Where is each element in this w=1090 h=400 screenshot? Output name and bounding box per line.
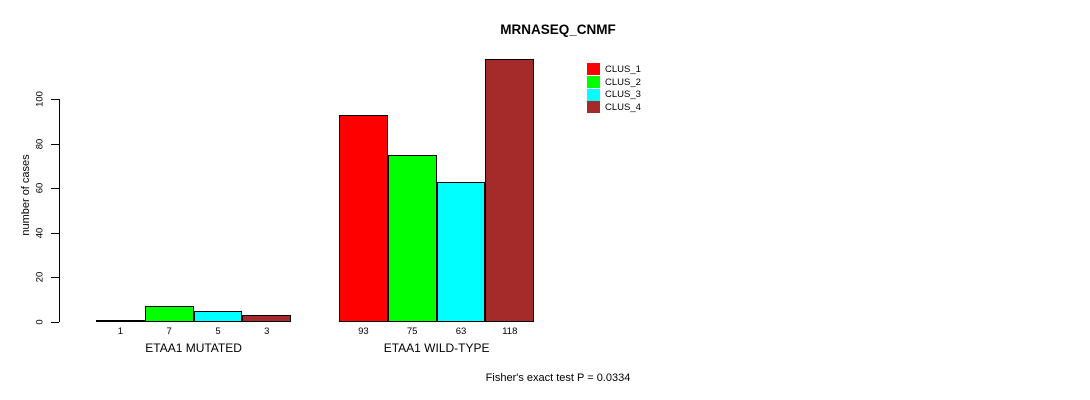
- bar-value-label: 118: [502, 326, 518, 337]
- legend: CLUS_1 CLUS_2 CLUS_3 CLUS_4: [587, 63, 641, 114]
- y-axis-title: number of cases: [20, 154, 32, 236]
- bar-value-label: 63: [455, 326, 467, 337]
- bar-value-label: 7: [166, 326, 172, 337]
- y-tick-label: 0: [34, 319, 46, 325]
- legend-label: CLUS_3: [605, 89, 641, 101]
- bar-clus_4-wild-type: [485, 59, 535, 322]
- y-tick-label: 20: [34, 272, 46, 283]
- bar-value-label: 1: [117, 326, 124, 337]
- category-label: ETAA1 WILD-TYPE: [383, 341, 490, 355]
- bar-value-label: 5: [215, 326, 221, 337]
- bar-value-label: 3: [264, 326, 270, 337]
- y-tick-mark: [51, 143, 59, 145]
- category-label: ETAA1 MUTATED: [145, 341, 242, 355]
- y-tick-label: 60: [34, 183, 46, 194]
- y-tick-label: 80: [34, 138, 46, 150]
- bar-value-label: 75: [406, 326, 418, 337]
- legend-label: CLUS_1: [605, 63, 641, 75]
- bar-clus_4-mutated: [242, 315, 292, 322]
- bar-clus_2-wild-type: [387, 155, 437, 322]
- legend-swatch: [587, 101, 600, 114]
- y-tick-mark: [51, 322, 59, 323]
- y-tick-mark: [51, 188, 59, 190]
- y-tick-label: 100: [34, 91, 46, 108]
- legend-swatch: [587, 76, 600, 89]
- legend-swatch: [587, 88, 600, 101]
- y-tick-mark: [51, 232, 59, 234]
- bar-clus_1-mutated: [96, 319, 145, 322]
- y-tick-mark: [51, 99, 59, 101]
- y-axis-line: [59, 99, 60, 322]
- legend-item-clus_3: CLUS_3: [587, 88, 641, 101]
- legend-item-clus_1: CLUS_1: [587, 63, 641, 76]
- bar-clus_2-mutated: [144, 306, 194, 322]
- bar-clus_3-wild-type: [436, 181, 486, 322]
- legend-label: CLUS_2: [605, 76, 641, 88]
- bar-clus_3-mutated: [193, 310, 243, 322]
- legend-item-clus_2: CLUS_2: [587, 76, 641, 89]
- annotation-fishers-test: Fisher's exact test P = 0.0334: [485, 372, 631, 384]
- y-tick-mark: [51, 277, 59, 279]
- y-tick-label: 40: [34, 227, 46, 239]
- bar-clus_1-wild-type: [339, 115, 388, 322]
- bar-value-label: 93: [358, 326, 369, 337]
- chart-title: MRNASEQ_CNMF: [500, 22, 616, 37]
- legend-item-clus_4: CLUS_4: [587, 101, 641, 114]
- legend-swatch: [587, 63, 600, 76]
- legend-label: CLUS_4: [605, 101, 641, 113]
